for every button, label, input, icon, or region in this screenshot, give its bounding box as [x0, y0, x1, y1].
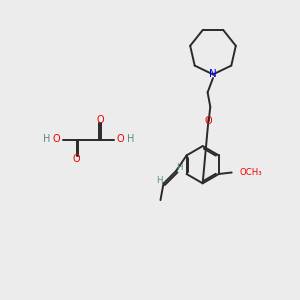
Text: H: H: [156, 176, 162, 184]
Text: O: O: [73, 154, 80, 164]
Text: H: H: [127, 134, 134, 145]
Text: O: O: [117, 134, 124, 145]
Text: O: O: [53, 134, 60, 145]
Text: N: N: [209, 69, 217, 80]
Text: OCH₃: OCH₃: [239, 168, 262, 177]
Text: O: O: [97, 115, 104, 125]
Text: H: H: [176, 163, 183, 172]
Text: H: H: [43, 134, 50, 145]
Text: O: O: [205, 116, 212, 126]
